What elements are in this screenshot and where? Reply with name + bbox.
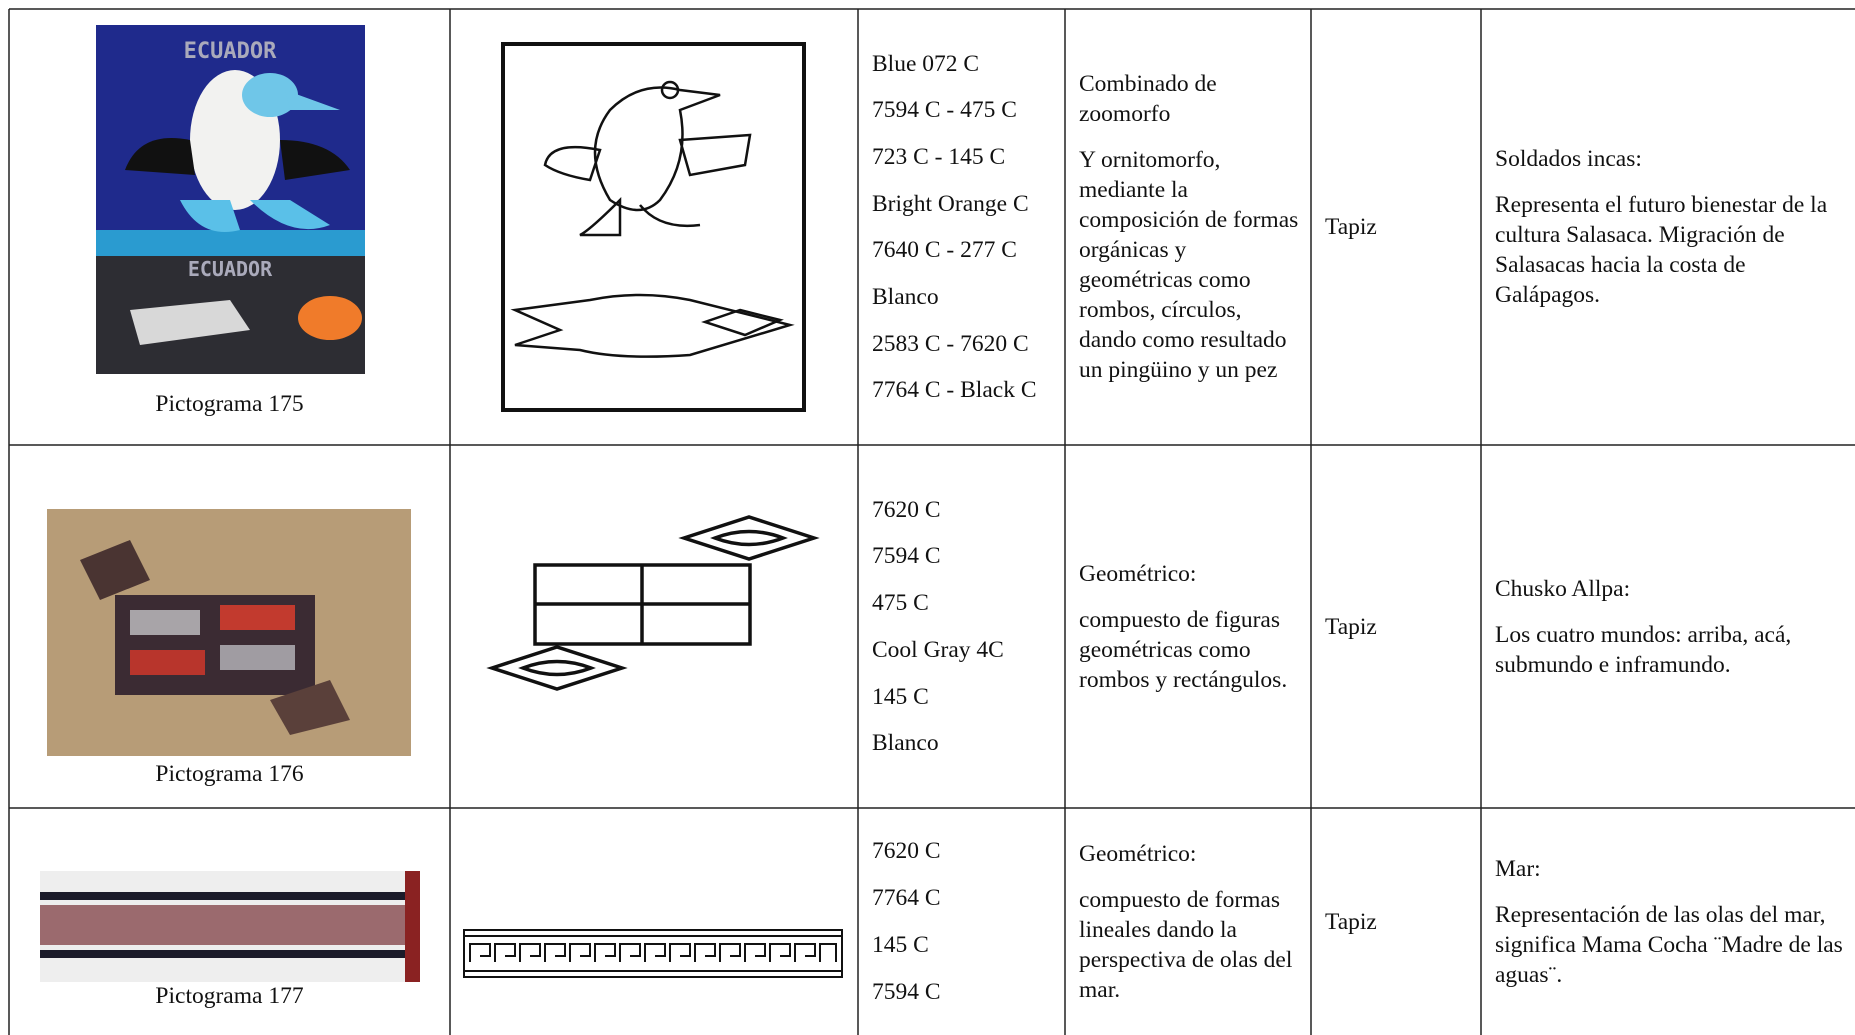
cell: Tapiz bbox=[1311, 9, 1481, 445]
type-title: Combinado de zoomorfo bbox=[1079, 71, 1217, 127]
cell: Mar: Representación de las olas del mar, … bbox=[1481, 808, 1855, 1035]
color-code: Blanco bbox=[872, 730, 939, 757]
type-description: compuesto de formas lineales dando la pe… bbox=[1079, 886, 1293, 1003]
cell: Tapiz bbox=[1311, 808, 1481, 1035]
color-code: 7764 C bbox=[872, 885, 941, 912]
drawing-176 bbox=[486, 515, 820, 691]
color-code: 723 C - 145 C bbox=[872, 143, 1006, 170]
cell: Chusko Allpa: Los cuatro mundos: arriba, … bbox=[1481, 445, 1855, 808]
photo-177 bbox=[40, 871, 420, 982]
type-title: Geométrico: bbox=[1079, 840, 1197, 867]
color-code: 7594 C - 475 C bbox=[872, 97, 1017, 124]
photo-text: ECUADOR bbox=[184, 39, 277, 64]
color-code: Cool Gray 4C bbox=[872, 636, 1004, 663]
technique: Tapiz bbox=[1325, 613, 1377, 640]
color-code: 145 C bbox=[872, 931, 929, 958]
cell: Soldados incas: Representa el futuro bien… bbox=[1481, 9, 1855, 445]
cell: Blue 072 C 7594 C - 475 C 723 C - 145 C Bri… bbox=[858, 9, 1065, 445]
drawing-175 bbox=[501, 42, 806, 412]
cell: Geométrico: compuesto de figuras geométri… bbox=[1065, 445, 1311, 808]
meaning-description: Representación de las olas del mar, sign… bbox=[1495, 901, 1843, 988]
technique: Tapiz bbox=[1325, 214, 1377, 240]
drawing-177 bbox=[463, 929, 843, 978]
meaning-description: Los cuatro mundos: arriba, acá, submundo… bbox=[1495, 621, 1792, 678]
type-description: Y ornitomorfo, mediante la composición d… bbox=[1079, 147, 1299, 383]
caption: Pictograma 176 bbox=[155, 761, 304, 787]
photo-175: ECUADOR ECUADOR bbox=[96, 25, 365, 374]
cell: Combinado de zoomorfo Y ornitomorfo, medi… bbox=[1065, 9, 1311, 445]
color-code: Bright Orange C bbox=[872, 190, 1029, 217]
color-code: 7764 C - Black C bbox=[872, 377, 1037, 404]
caption: Pictograma 175 bbox=[155, 391, 304, 417]
color-code: Blanco bbox=[872, 284, 939, 311]
color-code: Blue 072 C bbox=[872, 50, 980, 77]
table-grid bbox=[8, 8, 1855, 1035]
color-code: 475 C bbox=[872, 590, 929, 617]
meaning-title: Chusko Allpa: bbox=[1495, 575, 1631, 602]
meaning-title: Mar: bbox=[1495, 855, 1541, 882]
color-code: 7640 C - 277 C bbox=[872, 237, 1017, 264]
photo-176 bbox=[47, 509, 411, 756]
cell: 7620 C 7764 C 145 C 7594 C bbox=[858, 808, 1065, 1035]
color-code: 2583 C - 7620 C bbox=[872, 330, 1029, 357]
meaning-title: Soldados incas: bbox=[1495, 146, 1642, 172]
photo-text: ECUADOR bbox=[188, 257, 273, 281]
cell: Geométrico: compuesto de formas lineales … bbox=[1065, 808, 1311, 1035]
type-description: compuesto de figuras geométricas como ro… bbox=[1079, 606, 1288, 693]
meaning-description: Representa el futuro bienestar de la cul… bbox=[1495, 192, 1828, 308]
caption: Pictograma 177 bbox=[155, 983, 304, 1009]
color-code: 7620 C bbox=[872, 838, 941, 865]
color-code: 7620 C bbox=[872, 496, 941, 523]
technique: Tapiz bbox=[1325, 908, 1377, 935]
cell: Tapiz bbox=[1311, 445, 1481, 808]
type-title: Geométrico: bbox=[1079, 560, 1197, 587]
color-code: 7594 C bbox=[872, 978, 941, 1005]
color-code: 7594 C bbox=[872, 543, 941, 570]
cell: 7620 C 7594 C 475 C Cool Gray 4C 145 C Blanco bbox=[858, 445, 1065, 808]
color-code: 145 C bbox=[872, 683, 929, 710]
